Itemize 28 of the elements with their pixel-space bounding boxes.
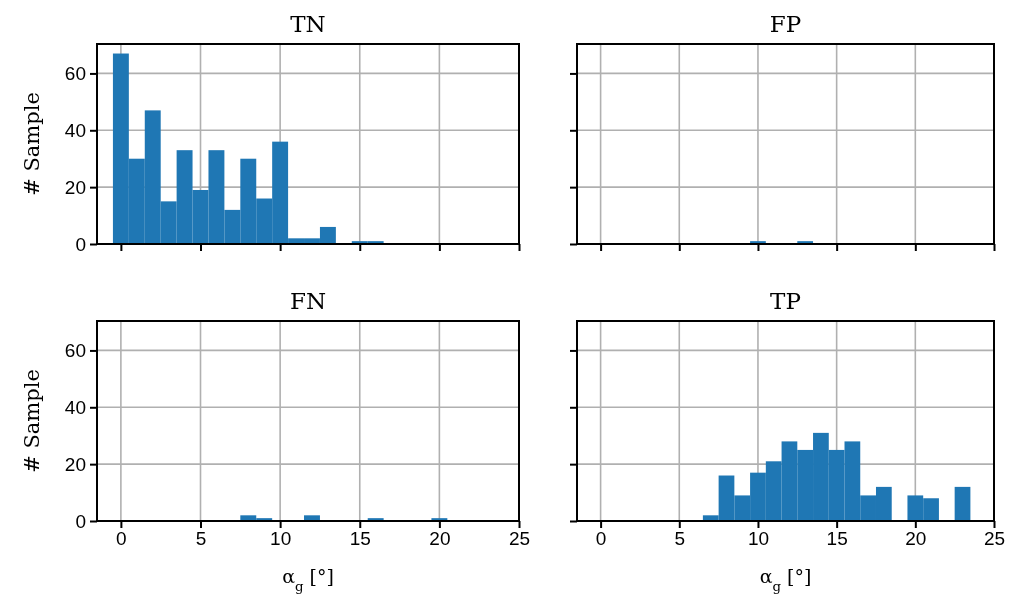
- y-axis-title: # Sample: [20, 369, 44, 473]
- y-tick-label: 40: [64, 396, 86, 418]
- y-tick-label: 60: [64, 63, 86, 84]
- chart-title: TN: [290, 11, 326, 37]
- x-tick-label: 10: [747, 528, 770, 550]
- x-tick-label: 10: [270, 528, 292, 550]
- x-tick-label: 25: [508, 528, 531, 550]
- x-tick-label: 5: [674, 528, 686, 550]
- chart-title: TP: [770, 288, 801, 314]
- chart-title: FP: [769, 11, 802, 37]
- y-tick-label: 0: [75, 510, 86, 532]
- x-tick-label: 25: [983, 528, 1006, 550]
- x-tick-label: 5: [195, 528, 207, 550]
- y-tick-label: 20: [64, 176, 86, 198]
- chart-title: FN: [289, 288, 327, 314]
- y-tick-label: 20: [64, 453, 86, 475]
- y-tick-label: 0: [75, 233, 86, 255]
- x-tick-label: 0: [595, 528, 607, 550]
- x-tick-label: 0: [116, 528, 127, 550]
- y-axis-title: # Sample: [20, 92, 44, 196]
- x-tick-label: 20: [905, 528, 927, 550]
- y-tick-label: 60: [64, 340, 86, 361]
- y-tick-label: 40: [64, 119, 86, 141]
- x-tick-label: 15: [826, 528, 848, 550]
- x-axis-title: α$_{g}$ [°]: [282, 565, 334, 594]
- x-tick-label: 15: [349, 528, 371, 550]
- x-tick-label: 20: [429, 528, 451, 550]
- x-axis-title: α$_{g}$ [°]: [759, 565, 812, 594]
